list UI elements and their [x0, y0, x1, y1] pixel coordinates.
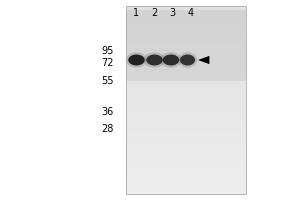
Text: 36: 36: [102, 107, 114, 117]
Text: 95: 95: [102, 46, 114, 56]
Ellipse shape: [144, 52, 165, 68]
Text: 2: 2: [152, 8, 158, 18]
Ellipse shape: [128, 54, 145, 66]
Polygon shape: [198, 56, 209, 64]
Text: 28: 28: [102, 124, 114, 134]
Ellipse shape: [163, 54, 179, 66]
Text: 3: 3: [169, 8, 175, 18]
Ellipse shape: [180, 54, 195, 66]
Bar: [126, 10, 246, 81]
Ellipse shape: [126, 52, 147, 68]
Text: 4: 4: [188, 8, 194, 18]
Ellipse shape: [178, 52, 197, 68]
Text: 72: 72: [101, 58, 114, 68]
Text: 55: 55: [101, 76, 114, 86]
Text: 1: 1: [134, 8, 140, 18]
Bar: [126, 6, 246, 194]
Ellipse shape: [146, 54, 163, 66]
Ellipse shape: [160, 52, 182, 68]
